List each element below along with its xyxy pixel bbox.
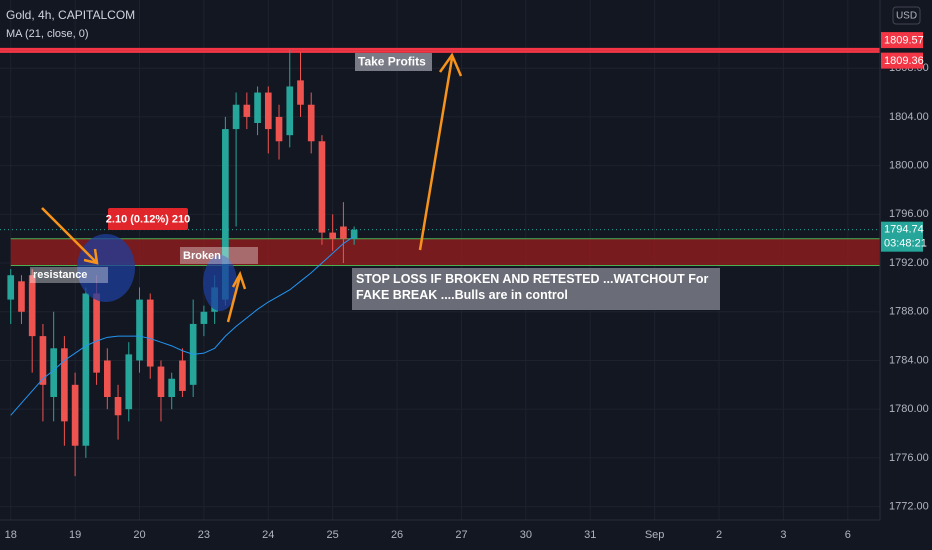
- highlight-ellipse: [77, 234, 135, 302]
- candle-body: [93, 293, 100, 373]
- currency-label[interactable]: USD: [896, 11, 917, 22]
- candle-body: [71, 384, 79, 446]
- candle-body: [232, 104, 240, 130]
- stop-loss-note: STOP LOSS IF BROKEN AND RETESTED ...WATC…: [352, 268, 720, 310]
- take-profits-label: Take Profits: [358, 55, 426, 69]
- candle-body: [254, 92, 261, 123]
- y-tick-label: 1784.00: [889, 354, 929, 366]
- arrow: [226, 270, 247, 323]
- x-tick-label: 31: [584, 529, 596, 541]
- candle-body: [329, 232, 337, 239]
- last-price-box: [881, 221, 923, 252]
- candle-body: [157, 366, 165, 398]
- price-axis: [880, 0, 932, 550]
- y-tick-label: 1796.00: [889, 208, 929, 220]
- x-tick-label: 20: [133, 529, 145, 541]
- level-price-label: 1809.36: [884, 55, 924, 67]
- drawings: 2.10 (0.12%) 210 Broken resistance Take …: [30, 52, 720, 323]
- candle-body: [243, 104, 251, 117]
- highlight-ellipse: [203, 255, 237, 311]
- broken-label: Broken: [183, 250, 221, 262]
- y-tick-label: 1772.00: [889, 501, 929, 513]
- x-tick-label: 6: [845, 529, 851, 541]
- candle-body: [28, 275, 36, 337]
- candle-body: [286, 86, 294, 136]
- currency-box[interactable]: [892, 6, 921, 25]
- candle-body: [50, 348, 57, 398]
- candle-body: [114, 397, 122, 416]
- axes: 1772.00 1776.00 1780.00 1784.00 1788.00 1792.…: [5, 32, 929, 541]
- countdown-label: 03:48:21: [884, 238, 927, 250]
- take-profits-box: [355, 53, 432, 71]
- candle-body: [18, 281, 25, 312]
- candle-body: [222, 129, 229, 300]
- x-tick-label: 30: [520, 529, 532, 541]
- x-tick-label: 2: [716, 529, 722, 541]
- arrow: [41, 207, 99, 265]
- support-zone: [10, 238, 881, 266]
- candle-body: [125, 354, 133, 410]
- arrows: [41, 52, 463, 323]
- level-price-box: [881, 32, 923, 49]
- candle-body: [275, 116, 283, 142]
- candle-body: [318, 141, 326, 233]
- y-tick-label: 1776.00: [889, 452, 929, 464]
- candle-body: [146, 299, 154, 367]
- ma-line: [10, 235, 355, 416]
- x-tick-label: 18: [5, 529, 17, 541]
- measure-label: 2.10 (0.12%) 210: [106, 213, 190, 225]
- x-tick-label: 3: [780, 529, 786, 541]
- x-tick-label: 23: [198, 529, 210, 541]
- y-tick-label: 1780.00: [889, 403, 929, 415]
- x-tick-label: 26: [391, 529, 403, 541]
- candle-body: [136, 299, 143, 361]
- candle-body: [103, 360, 111, 398]
- resistance-box: [30, 267, 108, 283]
- x-tick-label: 19: [69, 529, 81, 541]
- candle-body: [82, 293, 90, 446]
- y-tick-label: 1804.00: [889, 111, 929, 123]
- x-tick-label: 27: [455, 529, 467, 541]
- candle-body: [168, 378, 176, 398]
- stop-loss-label: STOP LOSS IF BROKEN AND RETESTED ...WATC…: [352, 268, 720, 310]
- chart-title: Gold, 4h, CAPITALCOM: [6, 8, 135, 22]
- candle-body: [61, 348, 68, 422]
- candle-body: [350, 229, 358, 239]
- candle-body: [340, 226, 347, 239]
- candle-body: [297, 80, 304, 105]
- candle-body: [39, 336, 47, 385]
- level-price-box: [881, 52, 923, 69]
- resistance-label: resistance: [33, 269, 87, 281]
- candle-body: [179, 360, 186, 391]
- level-price-label: 1809.57: [884, 34, 924, 46]
- zone-layer: [0, 47, 881, 266]
- indicator-label: MA (21, close, 0): [6, 28, 89, 40]
- x-tick-label: Sep: [645, 529, 665, 541]
- y-tick-label: 1792.00: [889, 257, 929, 269]
- broken-box: [180, 247, 258, 264]
- arrow: [418, 52, 463, 251]
- x-tick-label: 24: [262, 529, 274, 541]
- y-tick-label: 1800.00: [889, 160, 929, 172]
- x-tick-label: 25: [327, 529, 339, 541]
- y-tick-label: 1788.00: [889, 306, 929, 318]
- candle-body: [7, 275, 15, 300]
- last-price-label: 1794.74: [884, 224, 924, 236]
- candle-body: [307, 104, 315, 142]
- measure-box: [108, 208, 188, 230]
- candle-body: [264, 92, 272, 130]
- candle-body: [200, 311, 208, 324]
